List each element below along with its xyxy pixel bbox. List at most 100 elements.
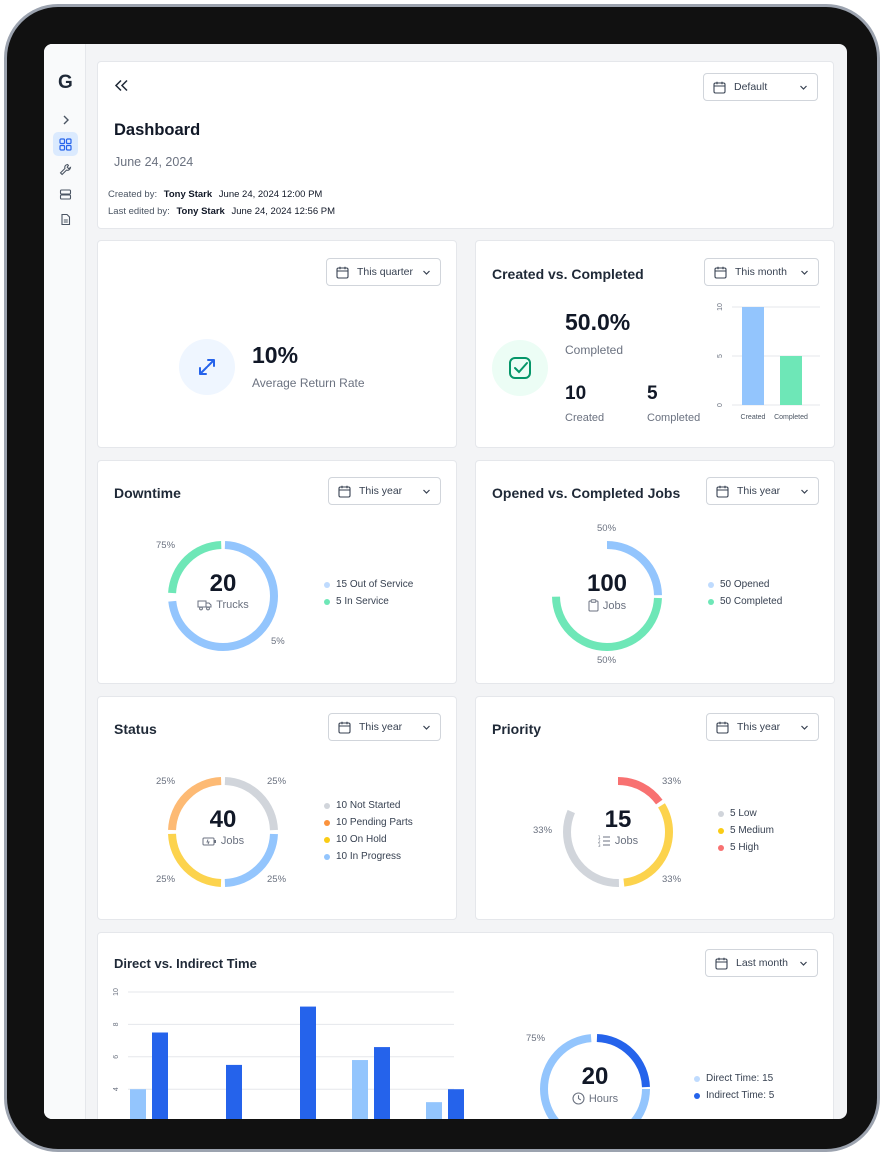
y-tick-label: 4 [113,1087,120,1091]
created-count: 10 [565,383,587,404]
sidebar-item-assets[interactable] [53,182,78,206]
y-tick-label: 10 [113,988,120,996]
bar-group-3-series-2[interactable] [300,1006,316,1119]
svg-text:1: 1 [598,835,601,840]
jobs-legend: 50 Opened 50 Completed [708,576,782,610]
jobs-total: 100 [586,570,628,597]
svg-text:2: 2 [598,839,601,844]
jobs-center: 100 Jobs [567,571,647,612]
legend-dot [694,1092,700,1099]
created-completed-filter-value: This month [735,266,787,278]
status-unit: Jobs [220,835,245,847]
legend-item: 15 Out of Service [324,576,413,593]
return-rate-filter[interactable]: This quarter [326,258,441,286]
chevron-right-icon [63,115,69,125]
bar-group-1-series-1[interactable] [130,1089,146,1119]
legend-dot [708,581,714,588]
x-tick-label: Created [741,414,766,421]
clock-icon [572,1092,585,1105]
calendar-icon [715,957,728,970]
chevron-down-icon [423,725,430,730]
view-select[interactable]: Default [703,73,818,101]
chevron-down-icon [800,961,807,966]
bar-group-4-series-2[interactable] [374,1047,390,1119]
bar-group-5-series-2[interactable] [448,1089,464,1119]
direct-indirect-unit: Hours [588,1092,619,1105]
created-completed-card: Created vs. Completed This month 50.0% C… [475,240,835,448]
priority-filter-value: This year [737,721,781,733]
direct-indirect-title: Direct vs. Indirect Time [114,956,257,971]
priority-filter[interactable]: This year [706,713,819,741]
return-rate-value: 10% [252,342,299,368]
bar-group-5-series-1[interactable] [426,1102,442,1119]
downtime-pct-bottom: 5% [271,636,285,647]
chevron-down-icon [801,270,808,275]
legend-item: 5 In Service [324,593,413,610]
page-date: June 24, 2024 [114,155,194,169]
jobs-pct-top: 50% [597,523,617,534]
expand-sidebar-button[interactable] [53,108,78,132]
created-completed-filter[interactable]: This month [704,258,819,286]
priority-pct-br: 33% [662,874,682,885]
created-count-label: Created [565,412,605,424]
chevron-down-icon [423,489,430,494]
status-filter[interactable]: This year [328,713,441,741]
calendar-icon [716,721,729,734]
legend-dot [324,598,330,605]
legend-label: 15 Out of Service [336,579,414,590]
status-legend: 10 Not Started 10 Pending Parts 10 On Ho… [324,797,413,865]
sidebar-item-dashboards[interactable] [53,132,78,156]
calendar-icon [338,485,351,498]
bar-group-4-series-1[interactable] [352,1060,368,1119]
truck-icon [197,600,212,611]
chevrons-left-icon [114,79,128,92]
calendar-icon [716,485,729,498]
legend-dot [718,810,724,817]
jobs-filter[interactable]: This year [706,477,819,505]
bar-group-2-series-2[interactable] [226,1064,242,1119]
jobs-pct-bottom: 50% [597,655,617,666]
downtime-donut [168,541,278,651]
status-title: Status [114,721,157,737]
direct-indirect-filter[interactable]: Last month [705,949,818,977]
priority-card: Priority This year 15 1 2 3 Jobs 33% 33% 33… [475,696,835,920]
legend-label: 50 Completed [720,596,783,607]
priority-unit: Jobs [614,835,639,847]
direct-indirect-bar-chart: 4 6 8 10 [113,988,464,1120]
legend-label: 5 Medium [730,825,774,836]
priority-total: 15 [604,806,632,833]
downtime-title: Downtime [114,485,181,501]
battery-icon [202,837,216,845]
sidebar-item-maintenance[interactable] [53,157,78,181]
check-square-icon [509,357,531,379]
legend-dot [324,819,330,826]
return-rate-card: This quarter 10% Average Return Rate [97,240,457,448]
legend-item: 10 On Hold [324,831,413,848]
created-completed-bar-chart: 0 5 10 Created Completed [717,303,820,421]
donut-segment-completed [552,541,662,651]
bar-completed[interactable] [780,356,802,405]
donut-segment-out-of-service [168,541,278,651]
tablet-frame: G Default Dashboard June 24, 2024 Creat [4,4,880,1152]
sidebar: G [44,44,86,1119]
legend-item: 5 High [718,839,774,856]
chevron-down-icon [801,489,808,494]
direct-indirect-donut [540,1034,650,1119]
legend-label: Direct Time: 15 [706,1073,774,1084]
completed-count: 5 [647,383,658,404]
return-rate-filter-value: This quarter [357,266,414,278]
downtime-total: 20 [209,570,237,597]
downtime-filter[interactable]: This year [328,477,441,505]
direct-indirect-filter-value: Last month [736,957,788,969]
created-by-label: Created by: [108,189,158,200]
downtime-card: Downtime This year 20 Trucks 75% 5% 15 O… [97,460,457,684]
sidebar-item-reports[interactable] [53,207,78,231]
priority-center: 15 1 2 3 Jobs [578,806,658,848]
direct-indirect-center: 20 Hours [555,1064,635,1105]
bar-group-1-series-2[interactable] [152,1032,168,1120]
collapse-button[interactable] [114,79,129,97]
legend-dot [324,581,330,588]
bar-created[interactable] [742,307,764,405]
donut-segment-direct [540,1034,650,1119]
calendar-icon [338,721,351,734]
